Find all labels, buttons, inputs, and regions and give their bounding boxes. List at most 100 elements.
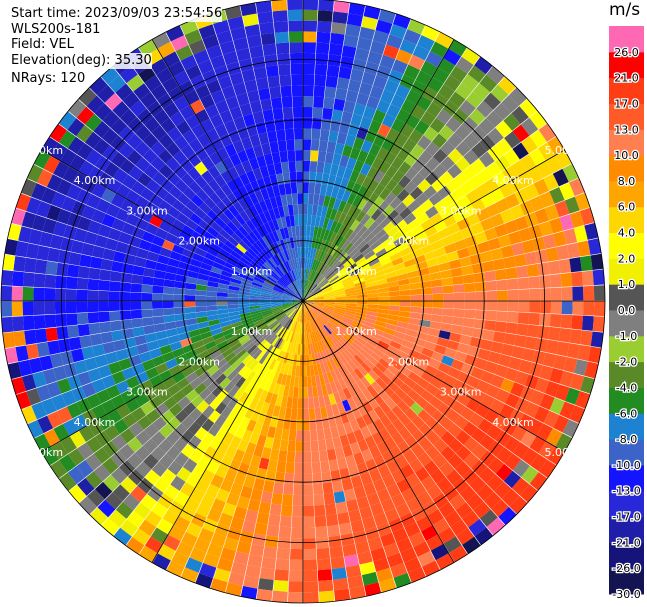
- gate-cell: [311, 287, 321, 295]
- gate-cell: [385, 178, 398, 192]
- gate-cell: [385, 409, 399, 423]
- gate-cell: [426, 102, 443, 118]
- gate-cell: [291, 85, 303, 97]
- gate-cell: [471, 443, 488, 460]
- gate-cell: [505, 393, 520, 409]
- gate-cell: [237, 333, 249, 343]
- gate-cell: [76, 188, 92, 205]
- gate-cell: [358, 82, 373, 96]
- gate-cell: [293, 386, 299, 398]
- gate-cell: [405, 472, 421, 488]
- gate-cell: [313, 226, 319, 238]
- gate-cell: [436, 254, 449, 265]
- gate-cell: [333, 98, 346, 112]
- range-ring-label: 1.00km: [231, 325, 273, 338]
- gate-cell: [487, 440, 504, 457]
- gate-cell: [298, 279, 302, 291]
- gate-cell: [169, 341, 183, 352]
- gate-cell: [499, 182, 515, 198]
- gate-cell: [492, 258, 506, 271]
- gate-cell: [538, 275, 551, 289]
- gate-cell: [41, 187, 57, 205]
- gate-cell: [130, 485, 147, 503]
- gate-cell: [249, 307, 261, 313]
- gate-cell: [2, 332, 16, 349]
- gate-cell: [206, 291, 218, 297]
- gate-cell: [79, 425, 95, 442]
- gate-cell: [207, 179, 221, 193]
- gate-cell: [313, 304, 324, 309]
- gate-cell: [415, 192, 429, 206]
- gate-cell: [318, 140, 328, 152]
- gate-cell: [335, 301, 347, 304]
- gate-cell: [230, 217, 242, 229]
- gate-cell: [343, 334, 354, 345]
- gate-cell: [381, 113, 396, 128]
- gate-cell: [232, 400, 244, 414]
- gate-cell: [59, 454, 77, 473]
- gate-cell: [221, 85, 236, 100]
- gate-cell: [234, 362, 246, 374]
- gate-cell: [308, 332, 312, 344]
- gate-cell: [313, 298, 325, 301]
- gate-cell: [384, 507, 400, 523]
- gate-cell: [431, 409, 446, 424]
- gate-cell: [372, 243, 385, 254]
- gate-cell: [289, 353, 295, 365]
- gate-cell: [287, 308, 296, 318]
- gate-cell: [345, 303, 357, 307]
- gate-cell: [508, 356, 522, 371]
- gate-cell: [280, 216, 288, 229]
- gate-cell: [537, 325, 550, 340]
- gate-cell: [364, 358, 376, 370]
- gate-cell: [219, 109, 234, 124]
- gate-cell: [451, 186, 466, 201]
- gate-cell: [308, 397, 315, 409]
- gate-cell: [173, 423, 188, 438]
- gate-cell: [85, 471, 103, 489]
- gate-cell: [469, 253, 483, 265]
- gate-cell: [262, 262, 273, 273]
- gate-cell: [13, 330, 27, 347]
- gate-cell: [11, 301, 23, 317]
- gate-cell: [167, 206, 181, 219]
- gate-cell: [249, 45, 264, 59]
- gate-cell: [236, 348, 247, 359]
- range-ring-label: 3.00km: [440, 204, 482, 217]
- gate-cell: [388, 517, 404, 533]
- gate-cell: [452, 108, 469, 125]
- gate-cell: [304, 322, 307, 334]
- gate-cell: [303, 419, 310, 431]
- gate-cell: [381, 237, 394, 248]
- gate-cell: [270, 302, 282, 305]
- gate-cell: [256, 434, 267, 447]
- gate-cell: [273, 383, 281, 395]
- gate-cell: [76, 301, 88, 313]
- gate-cell: [245, 325, 257, 334]
- gate-cell: [168, 364, 182, 377]
- gate-cell: [185, 64, 202, 80]
- gate-cell: [324, 86, 337, 99]
- gate-cell: [271, 335, 280, 347]
- gate-cell: [305, 280, 310, 291]
- gate-cell: [255, 77, 269, 90]
- gate-cell: [550, 287, 562, 301]
- gate-cell: [198, 267, 211, 276]
- gate-cell: [403, 29, 421, 45]
- gate-cell: [281, 262, 289, 273]
- gate-cell: [111, 152, 127, 168]
- gate-cell: [352, 320, 364, 328]
- gate-cell: [432, 67, 450, 84]
- gate-cell: [258, 501, 271, 515]
- gate-cell: [467, 65, 486, 83]
- gate-cell: [292, 96, 303, 108]
- gate-cell: [184, 301, 196, 308]
- gate-cell: [238, 306, 250, 312]
- gate-cell: [461, 116, 479, 133]
- gate-cell: [132, 265, 145, 276]
- gate-cell: [111, 330, 124, 342]
- gate-cell: [323, 427, 333, 440]
- gate-cell: [383, 221, 396, 233]
- gate-cell: [366, 289, 379, 295]
- gate-cell: [190, 194, 204, 208]
